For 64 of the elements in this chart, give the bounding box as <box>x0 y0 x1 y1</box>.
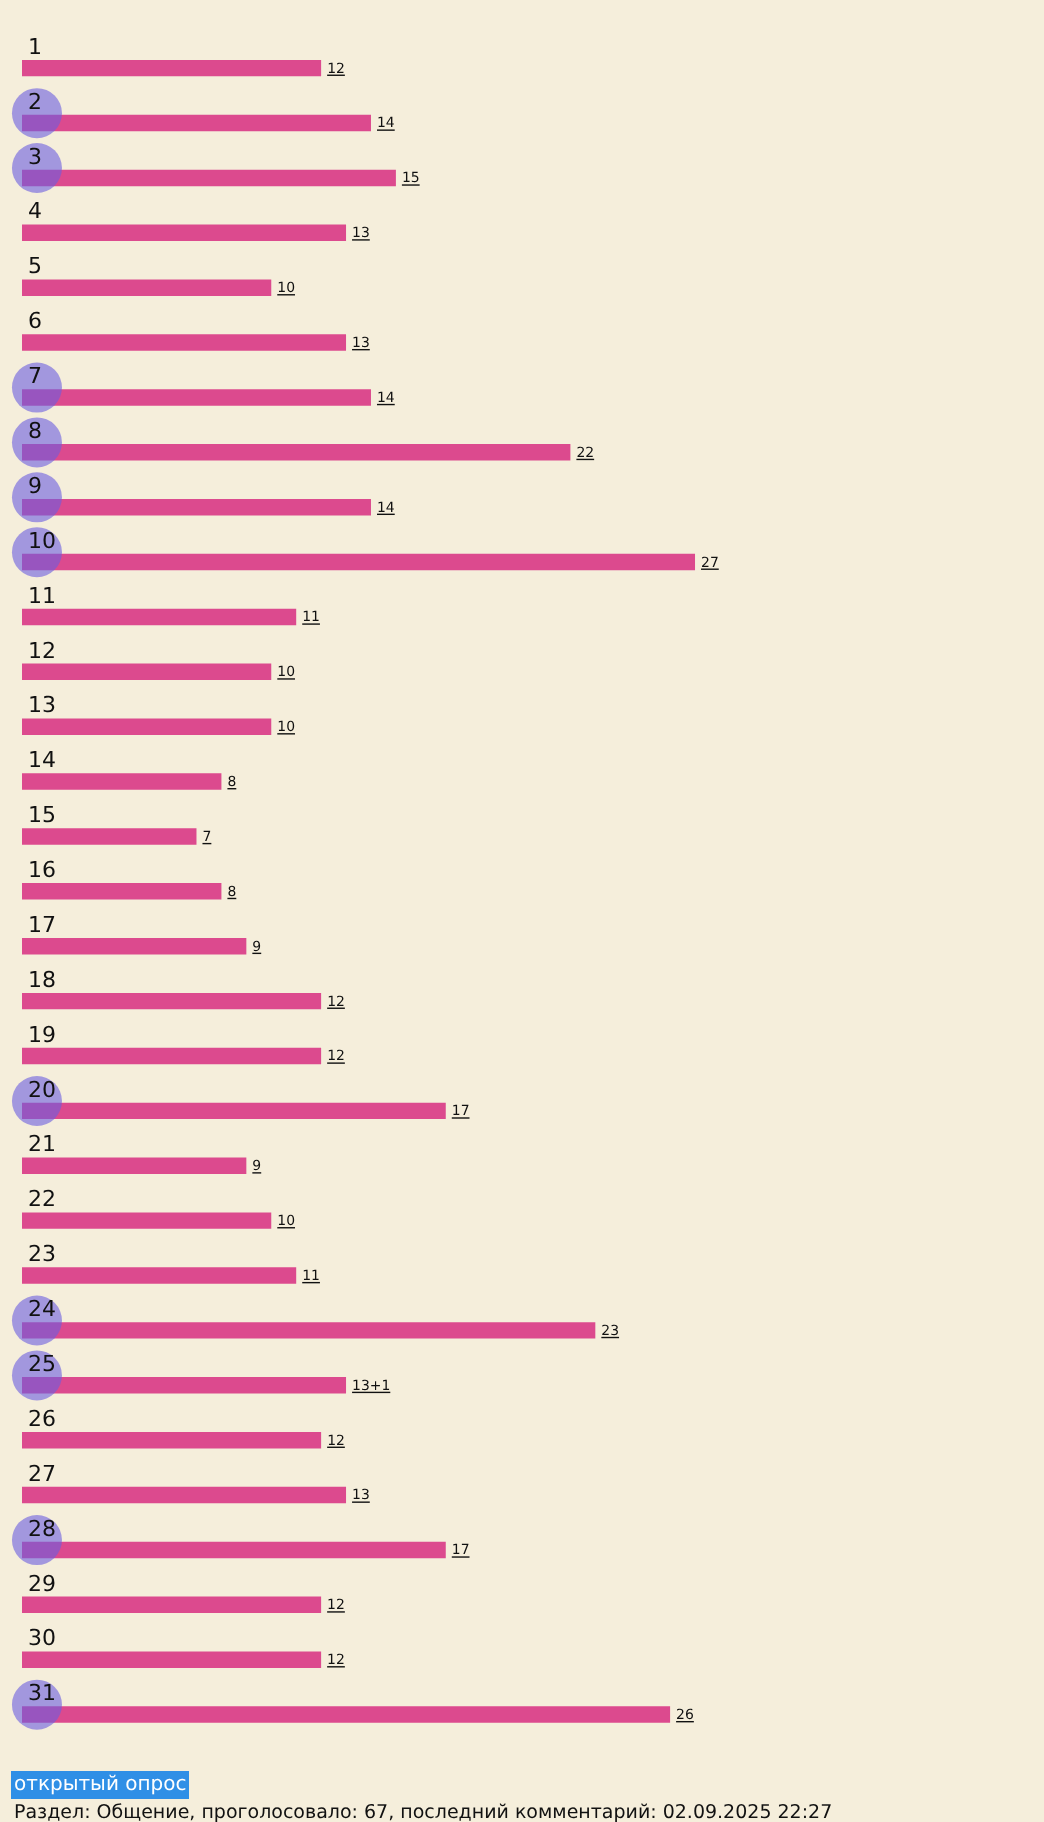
bar <box>22 114 371 132</box>
bar <box>22 992 322 1010</box>
y-tick-label: 6 <box>28 308 42 335</box>
bar <box>22 444 571 461</box>
bar <box>22 718 272 735</box>
bar <box>22 1541 446 1559</box>
y-tick-label: 26 <box>28 1405 56 1432</box>
bar <box>22 773 222 790</box>
y-tick-label: 29 <box>28 1570 56 1597</box>
bar <box>22 1486 347 1504</box>
bar <box>22 1102 446 1120</box>
y-tick-label: 16 <box>28 857 56 884</box>
y-tick-label: 20 <box>28 1076 56 1103</box>
y-tick-label: 17 <box>28 911 56 938</box>
bar <box>22 224 347 242</box>
bar <box>22 389 371 406</box>
y-tick-label: 7 <box>28 363 42 390</box>
bar <box>22 608 297 626</box>
bar <box>22 938 247 955</box>
y-tick-label: 13 <box>28 692 56 719</box>
bar <box>22 334 347 351</box>
bar <box>22 498 371 516</box>
bar <box>22 1431 322 1449</box>
bar <box>22 1047 322 1065</box>
bar <box>22 59 322 77</box>
bar <box>22 663 272 681</box>
y-tick-label: 12 <box>28 637 56 664</box>
y-tick-label: 5 <box>28 253 42 280</box>
y-tick-label: 28 <box>28 1515 56 1542</box>
y-tick-label: 10 <box>28 527 56 554</box>
y-tick-label: 15 <box>28 802 56 829</box>
bar <box>22 1267 297 1284</box>
y-tick-label: 31 <box>28 1680 56 1707</box>
bar <box>22 883 222 900</box>
y-tick-label: 24 <box>28 1296 56 1323</box>
bar <box>22 828 197 845</box>
y-tick-label: 3 <box>28 143 42 170</box>
y-tick-label: 11 <box>28 582 56 609</box>
y-tick-label: 9 <box>28 472 42 499</box>
y-tick-label: 2 <box>28 88 42 115</box>
bar <box>22 1651 322 1668</box>
bar <box>22 169 396 187</box>
y-tick-label: 30 <box>28 1625 56 1652</box>
y-tick-label: 25 <box>28 1350 56 1377</box>
bar <box>22 279 272 296</box>
y-tick-label: 23 <box>28 1241 56 1268</box>
bar <box>22 1322 596 1339</box>
y-tick-label: 1 <box>28 33 42 60</box>
bar <box>22 553 696 571</box>
bar <box>22 1377 347 1394</box>
y-tick-label: 21 <box>28 1131 56 1158</box>
bar <box>22 1212 272 1229</box>
bar <box>22 1706 671 1723</box>
bar <box>22 1596 322 1614</box>
bar <box>22 1157 247 1174</box>
y-tick-label: 18 <box>28 966 56 993</box>
text: открытый опрос <box>14 1774 187 1796</box>
y-tick-label: 4 <box>28 198 42 225</box>
y-tick-label: 19 <box>28 1021 56 1048</box>
y-tick-label: 8 <box>28 418 42 444</box>
y-tick-label: 22 <box>28 1186 56 1213</box>
y-tick-label: 14 <box>28 747 56 774</box>
text: Раздел: Общение, проголосовало: 67, последний комментарий: 02.09.2025 22:27 <box>14 1802 833 1822</box>
y-tick-label: 27 <box>28 1460 56 1487</box>
